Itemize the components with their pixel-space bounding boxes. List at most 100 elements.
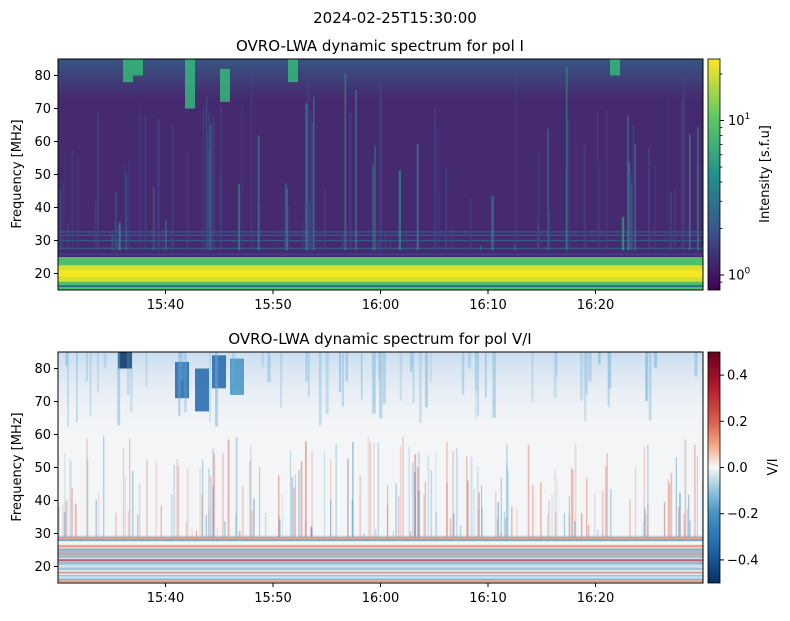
x-tick-label: 16:10: [469, 591, 506, 606]
y-tick-label: 20: [34, 267, 51, 282]
burst-streak: [307, 352, 310, 397]
burst-streak: [424, 481, 426, 537]
y-axis: 20 30 40 50 60 70 80: [34, 69, 58, 282]
burst-streak: [429, 352, 432, 383]
x-axis: 15:40 15:50 16:00 16:10 16:20: [147, 290, 614, 313]
burst-streak: [653, 352, 657, 368]
burst-streak: [484, 352, 487, 398]
burst-streak: [414, 495, 416, 537]
burst-streak: [304, 520, 306, 537]
burst-streak: [162, 229, 164, 251]
burst-streak: [452, 225, 454, 251]
burst-streak: [666, 230, 668, 251]
burst-streak: [307, 82, 310, 251]
colorbar-label: V/I: [766, 458, 781, 475]
burst-streak: [97, 352, 99, 393]
burst-streak: [199, 467, 201, 537]
burst-streak: [563, 512, 566, 537]
burst-streak: [76, 352, 78, 423]
burst-streak: [359, 475, 362, 537]
burst-streak: [86, 438, 88, 537]
burst-streak: [98, 492, 100, 537]
burst-streak: [605, 110, 608, 251]
burst-streak: [65, 500, 68, 537]
burst-streak: [515, 72, 517, 251]
burst-streak: [209, 352, 211, 422]
y-tick-label: 70: [34, 395, 51, 410]
burst-streak: [433, 107, 437, 251]
burst-streak: [241, 247, 244, 251]
burst-streak: [323, 450, 326, 537]
burst-streak: [473, 488, 475, 537]
burst-streak: [386, 504, 389, 537]
burst-streak: [183, 352, 188, 413]
band-line: [58, 553, 703, 555]
burst-streak: [324, 190, 326, 251]
band-gap: [58, 253, 703, 256]
band-line: [58, 552, 703, 555]
burst-streak: [553, 352, 557, 399]
burst-streak: [294, 474, 296, 537]
burst-streak: [372, 352, 376, 414]
burst-streak: [686, 508, 689, 537]
x-tick-label: 16:00: [362, 298, 399, 313]
band-line: [58, 574, 703, 577]
burst-streak: [436, 127, 438, 251]
burst-streak: [507, 470, 509, 537]
burst-streak: [593, 493, 596, 537]
burst-streak: [341, 233, 344, 251]
bright-burst: [220, 68, 230, 102]
band-line: [58, 571, 703, 573]
band-line: [58, 561, 703, 563]
burst-streak: [389, 240, 392, 251]
burst-streak: [537, 151, 540, 251]
burst-streak: [249, 460, 252, 537]
burst-streak: [584, 352, 587, 422]
burst-streak: [667, 479, 669, 537]
burst-streak: [277, 228, 279, 251]
burst-streak: [129, 352, 133, 413]
burst-streak: [251, 510, 253, 537]
burst-streak: [367, 435, 370, 537]
burst-streak: [415, 242, 418, 251]
bright-burst: [610, 59, 620, 76]
burst-streak: [127, 352, 130, 395]
burst-streak: [278, 475, 280, 537]
burst-streak: [67, 223, 70, 251]
burst-streak: [116, 238, 119, 251]
burst-streak: [568, 496, 570, 537]
burst-streak: [684, 440, 687, 537]
y-axis-label: Frequency [MHz]: [10, 412, 25, 521]
burst-streak: [62, 181, 65, 251]
burst-streak: [644, 508, 646, 537]
burst-streak: [65, 352, 68, 366]
burst-streak: [527, 444, 530, 537]
burst-streak: [176, 459, 179, 537]
burst-streak: [476, 466, 479, 537]
burst-streak: [278, 516, 281, 537]
burst-streak: [670, 191, 673, 251]
burst-streak: [688, 494, 690, 537]
y-tick-label: 50: [34, 461, 51, 476]
burst-streak: [125, 173, 128, 251]
burst-streak: [629, 499, 631, 537]
burst-streak: [548, 209, 551, 251]
burst-streak: [399, 352, 403, 401]
band-line: [58, 551, 703, 553]
burst-streak: [397, 496, 400, 537]
burst-streak: [171, 124, 174, 251]
burst-streak: [505, 517, 507, 537]
burst-streak: [111, 234, 113, 251]
burst-streak: [548, 500, 550, 537]
burst-streak: [144, 115, 147, 251]
burst-streak: [373, 442, 375, 537]
band-line: [58, 555, 703, 557]
burst-streak: [330, 458, 332, 537]
burst-streak: [216, 527, 219, 537]
burst-streak: [310, 526, 313, 537]
burst-streak: [279, 352, 283, 409]
burst-streak: [547, 514, 549, 537]
burst-streak: [129, 438, 131, 537]
burst-streak: [310, 527, 313, 537]
